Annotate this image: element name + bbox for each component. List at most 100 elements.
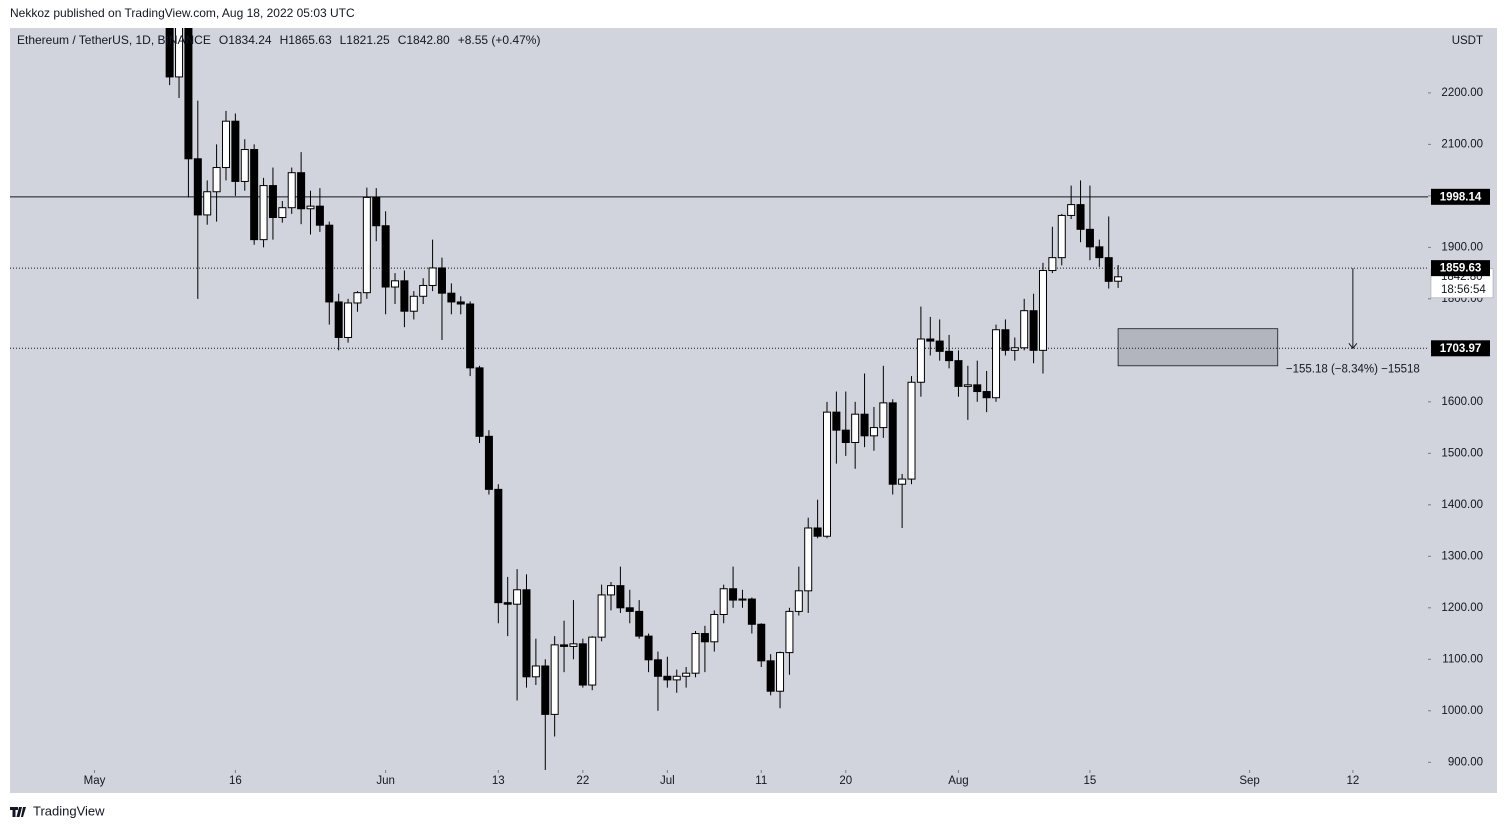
candle-body bbox=[334, 301, 343, 338]
candle-body bbox=[400, 280, 409, 312]
candle-body bbox=[1010, 347, 1019, 351]
candle-body bbox=[794, 590, 803, 612]
candle-body bbox=[1057, 214, 1066, 259]
x-tick-label: 11 bbox=[755, 775, 767, 787]
candle-body bbox=[1067, 204, 1076, 216]
candle-body bbox=[344, 302, 353, 338]
candle-body bbox=[879, 402, 888, 429]
candle-body bbox=[259, 185, 268, 241]
candle-body bbox=[851, 413, 860, 444]
x-tick-label: 20 bbox=[839, 775, 852, 787]
candle-body bbox=[597, 594, 606, 638]
candle-body bbox=[325, 224, 334, 303]
candle-body bbox=[419, 284, 428, 297]
candle-body bbox=[409, 295, 418, 312]
candle-body bbox=[982, 391, 991, 399]
candle-body bbox=[475, 367, 484, 437]
candle-body bbox=[578, 643, 587, 686]
candle-body bbox=[644, 635, 653, 661]
candle-body bbox=[860, 413, 869, 437]
candle-body bbox=[926, 338, 935, 342]
candle-body bbox=[776, 652, 785, 692]
candle-body bbox=[268, 185, 277, 218]
candle-body bbox=[560, 644, 569, 647]
y-tick-label: 1200.00 bbox=[1441, 602, 1483, 614]
y-tick-label: 900.00 bbox=[1448, 756, 1483, 768]
candle-body bbox=[175, 28, 184, 78]
candle-body bbox=[945, 350, 954, 362]
footer-brand: TradingView bbox=[33, 803, 105, 818]
logo-icon bbox=[10, 807, 26, 817]
candle-body bbox=[729, 588, 738, 601]
candle-body bbox=[822, 411, 831, 537]
level-price-label: 1859.63 bbox=[1440, 263, 1482, 275]
candle-body bbox=[522, 589, 531, 678]
x-tick-label: Jun bbox=[376, 775, 395, 787]
candle-body bbox=[353, 292, 362, 304]
candle-body bbox=[1020, 310, 1029, 349]
candle-body bbox=[428, 267, 437, 286]
currency-label: USDT bbox=[1452, 35, 1483, 47]
candle-body bbox=[1104, 257, 1113, 282]
countdown-label: 18:56:54 bbox=[1441, 284, 1486, 296]
y-tick-label: 1400.00 bbox=[1441, 499, 1483, 511]
level-price-label: 1998.14 bbox=[1440, 191, 1482, 203]
candle-body bbox=[456, 301, 465, 305]
y-tick-label: 2200.00 bbox=[1441, 87, 1483, 99]
candle-body bbox=[362, 196, 371, 294]
candle-body bbox=[372, 196, 381, 227]
legend-value: O1834.24 bbox=[219, 33, 272, 47]
candle-body bbox=[193, 158, 202, 216]
candle-body bbox=[992, 329, 1001, 399]
candle-body bbox=[841, 429, 850, 444]
candle-body bbox=[766, 660, 775, 692]
candle-body bbox=[973, 384, 982, 393]
candle-body bbox=[278, 207, 287, 218]
level-price-box bbox=[1431, 188, 1490, 205]
candle-body bbox=[306, 205, 315, 210]
candle-body bbox=[391, 280, 400, 288]
candle-body bbox=[700, 633, 709, 643]
candle-body bbox=[682, 672, 691, 677]
x-tick-label: 12 bbox=[1346, 775, 1359, 787]
candle-body bbox=[541, 665, 550, 715]
candle-body bbox=[297, 172, 306, 210]
candle-body bbox=[231, 120, 240, 182]
plot-area bbox=[10, 28, 1428, 770]
candle-body bbox=[287, 172, 296, 209]
axis-area: May 16 Jun 13 22 Jul 11 20 Aug 15 Sep 12 900.00 1000.… bbox=[84, 87, 1494, 787]
level-price-box bbox=[1431, 340, 1490, 357]
candle-body bbox=[203, 191, 212, 216]
candle-body bbox=[494, 488, 503, 604]
candle-body bbox=[1038, 270, 1047, 351]
measure-label: −155.18 (−8.34%) −15518 bbox=[1286, 363, 1420, 375]
legend-value: L1821.25 bbox=[340, 33, 390, 47]
candle-body bbox=[907, 381, 916, 480]
candle-body bbox=[1048, 257, 1057, 272]
candle-body bbox=[635, 610, 644, 637]
x-tick-label: 22 bbox=[576, 775, 589, 787]
candle-body bbox=[381, 225, 390, 288]
candle-body bbox=[1076, 204, 1085, 230]
candle-body bbox=[437, 267, 446, 294]
candle-body bbox=[719, 588, 728, 615]
legend-symbol: Ethereum / TetherUS, 1D, BINANCE bbox=[17, 33, 211, 47]
x-tick-label: Aug bbox=[948, 775, 968, 787]
candle-body bbox=[963, 384, 972, 387]
legend-value: C1842.80 bbox=[398, 33, 450, 47]
candle-body bbox=[1095, 246, 1104, 259]
measure-arrowhead bbox=[1348, 342, 1358, 350]
candle-body bbox=[569, 643, 578, 647]
y-tick-label: 1100.00 bbox=[1442, 653, 1483, 665]
candle-body bbox=[1114, 276, 1123, 282]
candle-body bbox=[813, 527, 822, 537]
candle-body bbox=[250, 149, 259, 241]
candle-body bbox=[513, 589, 522, 605]
candle-body bbox=[869, 427, 878, 437]
candle-body bbox=[1029, 310, 1038, 351]
publisher-header: Nekkoz published on TradingView.com, Aug… bbox=[10, 6, 355, 20]
candle-body bbox=[832, 411, 841, 431]
candle-body bbox=[616, 585, 625, 609]
candle-body bbox=[212, 167, 221, 193]
